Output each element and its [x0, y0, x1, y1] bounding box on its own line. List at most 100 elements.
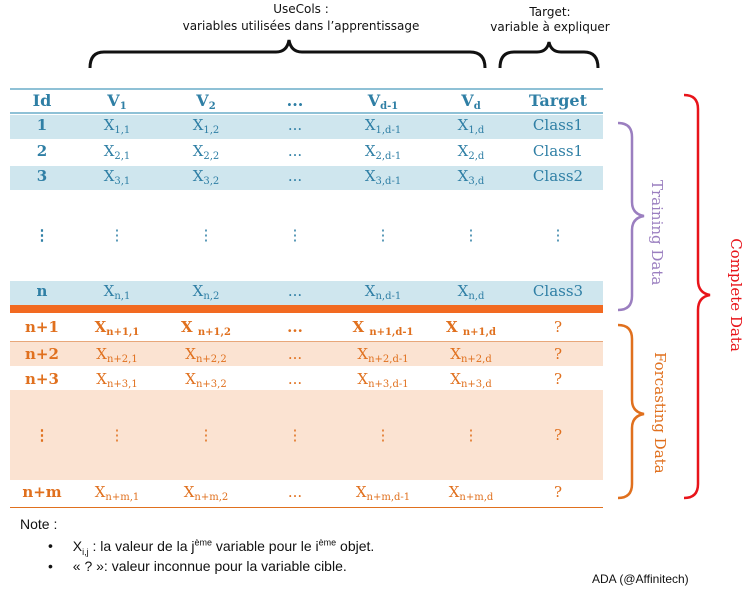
table-cell: X1,d — [457, 116, 485, 136]
table-cell: Xn+m,1 — [94, 483, 140, 503]
table-cell: X1,1 — [103, 116, 131, 136]
row-id: n+m — [22, 483, 62, 501]
forecast-band-dots — [10, 390, 603, 480]
col-header-v2: V2 — [196, 91, 216, 112]
table-cell: ⋮ — [375, 226, 391, 244]
target-subtitle: variable à expliquer — [490, 20, 610, 34]
table-bottom-line — [10, 507, 603, 508]
training-data-label: Training Data — [648, 180, 666, 286]
target-cell: ? — [553, 426, 563, 444]
row-id: n+1 — [25, 318, 59, 336]
training-band-2 — [10, 166, 603, 190]
table-cell: X3,d — [457, 167, 485, 187]
forecasting-brace — [617, 323, 645, 500]
target-cell: ? — [553, 483, 563, 501]
table-cell: ⋮ — [463, 226, 479, 244]
target-cell: ? — [553, 318, 563, 336]
row-id: 2 — [36, 142, 48, 160]
note-item-2: • « ? »: valeur inconnue pour la variabl… — [48, 558, 347, 574]
table-cell: Xn+3,d — [450, 370, 492, 390]
table-cell: X1,d-1 — [364, 116, 402, 136]
complete-data-label: Complete Data — [727, 238, 745, 352]
col-header-target: Target — [529, 91, 587, 110]
col-header-ellipsis: ... — [286, 91, 304, 110]
separator-bar — [10, 305, 603, 313]
table-cell: X2,d-1 — [364, 142, 402, 162]
table-cell: Xn,d — [457, 282, 485, 302]
table-cell: X2,1 — [103, 142, 131, 162]
target-cell: Class1 — [532, 116, 584, 134]
table-cell: Xn,d-1 — [364, 282, 402, 302]
usecols-title: UseCols : — [273, 2, 329, 16]
table-cell: Xn+m,d-1 — [355, 483, 411, 503]
table-cell: Xn+3,2 — [185, 370, 227, 390]
table-cell: Xn+m,d — [448, 483, 494, 503]
table-cell: X3,2 — [192, 167, 220, 187]
row-id: n+2 — [25, 345, 59, 363]
row-id: 3 — [36, 167, 48, 185]
table-cell: ⋮ — [375, 426, 391, 444]
table-cell: X n+1,d-1 — [352, 318, 414, 338]
row-id: 1 — [36, 116, 48, 134]
note-item-1: • Xi,j : la valeur de la jème variable p… — [48, 537, 375, 557]
table-cell: Xn+2,d — [450, 345, 492, 365]
forecast-band-1 — [10, 342, 603, 366]
table-cell: Xn,1 — [103, 282, 131, 302]
target-cell: ? — [553, 370, 563, 388]
table-cell: X n+1,d — [446, 318, 496, 338]
table-cell: Xn,2 — [192, 282, 220, 302]
row-id: ⋮ — [34, 226, 50, 244]
note-title: Note : — [20, 516, 58, 532]
table-cell: X2,d — [457, 142, 485, 162]
header-bottom-line — [10, 112, 603, 114]
table-cell: ... — [287, 167, 303, 185]
table-cell: X3,d-1 — [364, 167, 402, 187]
table-cell: Xn+2,1 — [96, 345, 138, 365]
table-cell: Xn+2,d-1 — [357, 345, 409, 365]
row-id: n+3 — [25, 370, 59, 388]
table-cell: ... — [287, 345, 303, 363]
table-cell: ⋮ — [109, 226, 125, 244]
bullet-icon: • — [48, 558, 53, 574]
table-cell: ⋮ — [287, 226, 303, 244]
table-cell: ⋮ — [109, 426, 125, 444]
col-header-id: Id — [32, 91, 52, 110]
target-cell: ? — [553, 345, 563, 363]
usecols-subtitle: variables utilisées dans l’apprentissage — [182, 19, 420, 33]
row-id: n — [36, 282, 48, 300]
col-header-vd-1: Vd-1 — [367, 91, 399, 112]
target-title: Target: — [529, 5, 571, 19]
table-cell: Xn+m,2 — [183, 483, 229, 503]
table-cell: ⋮ — [463, 426, 479, 444]
complete-brace — [683, 93, 711, 500]
target-cell: ⋮ — [550, 226, 566, 244]
table-cell: X2,2 — [192, 142, 220, 162]
table-cell: ... — [287, 318, 303, 336]
target-cell: Class3 — [532, 282, 584, 300]
table-cell: ⋮ — [287, 426, 303, 444]
training-band-n — [10, 281, 603, 305]
table-cell: X1,2 — [192, 116, 220, 136]
table-cell: X3,1 — [103, 167, 131, 187]
row-id: ⋮ — [34, 426, 50, 444]
forecasting-data-label: Forcasting Data — [651, 352, 669, 474]
credit: ADA (@Affinitech) — [592, 572, 689, 586]
col-header-vd: Vd — [461, 91, 481, 112]
table-cell: Xn+2,2 — [185, 345, 227, 365]
table-cell: ... — [287, 116, 303, 134]
col-header-v1: V1 — [107, 91, 127, 112]
forecast-row-line-1 — [10, 341, 603, 342]
header-top-line — [10, 88, 603, 90]
table-cell: ⋮ — [198, 226, 214, 244]
table-cell: Xn+3,1 — [96, 370, 138, 390]
bullet-icon: • — [48, 537, 53, 554]
table-cell: ... — [287, 370, 303, 388]
table-cell: ⋮ — [198, 426, 214, 444]
table-cell: Xn+3,d-1 — [357, 370, 409, 390]
target-brace — [498, 41, 600, 69]
training-brace — [617, 121, 645, 312]
table-cell: X n+1,2 — [181, 318, 231, 338]
table-cell: ... — [287, 142, 303, 160]
usecols-brace — [88, 39, 487, 69]
